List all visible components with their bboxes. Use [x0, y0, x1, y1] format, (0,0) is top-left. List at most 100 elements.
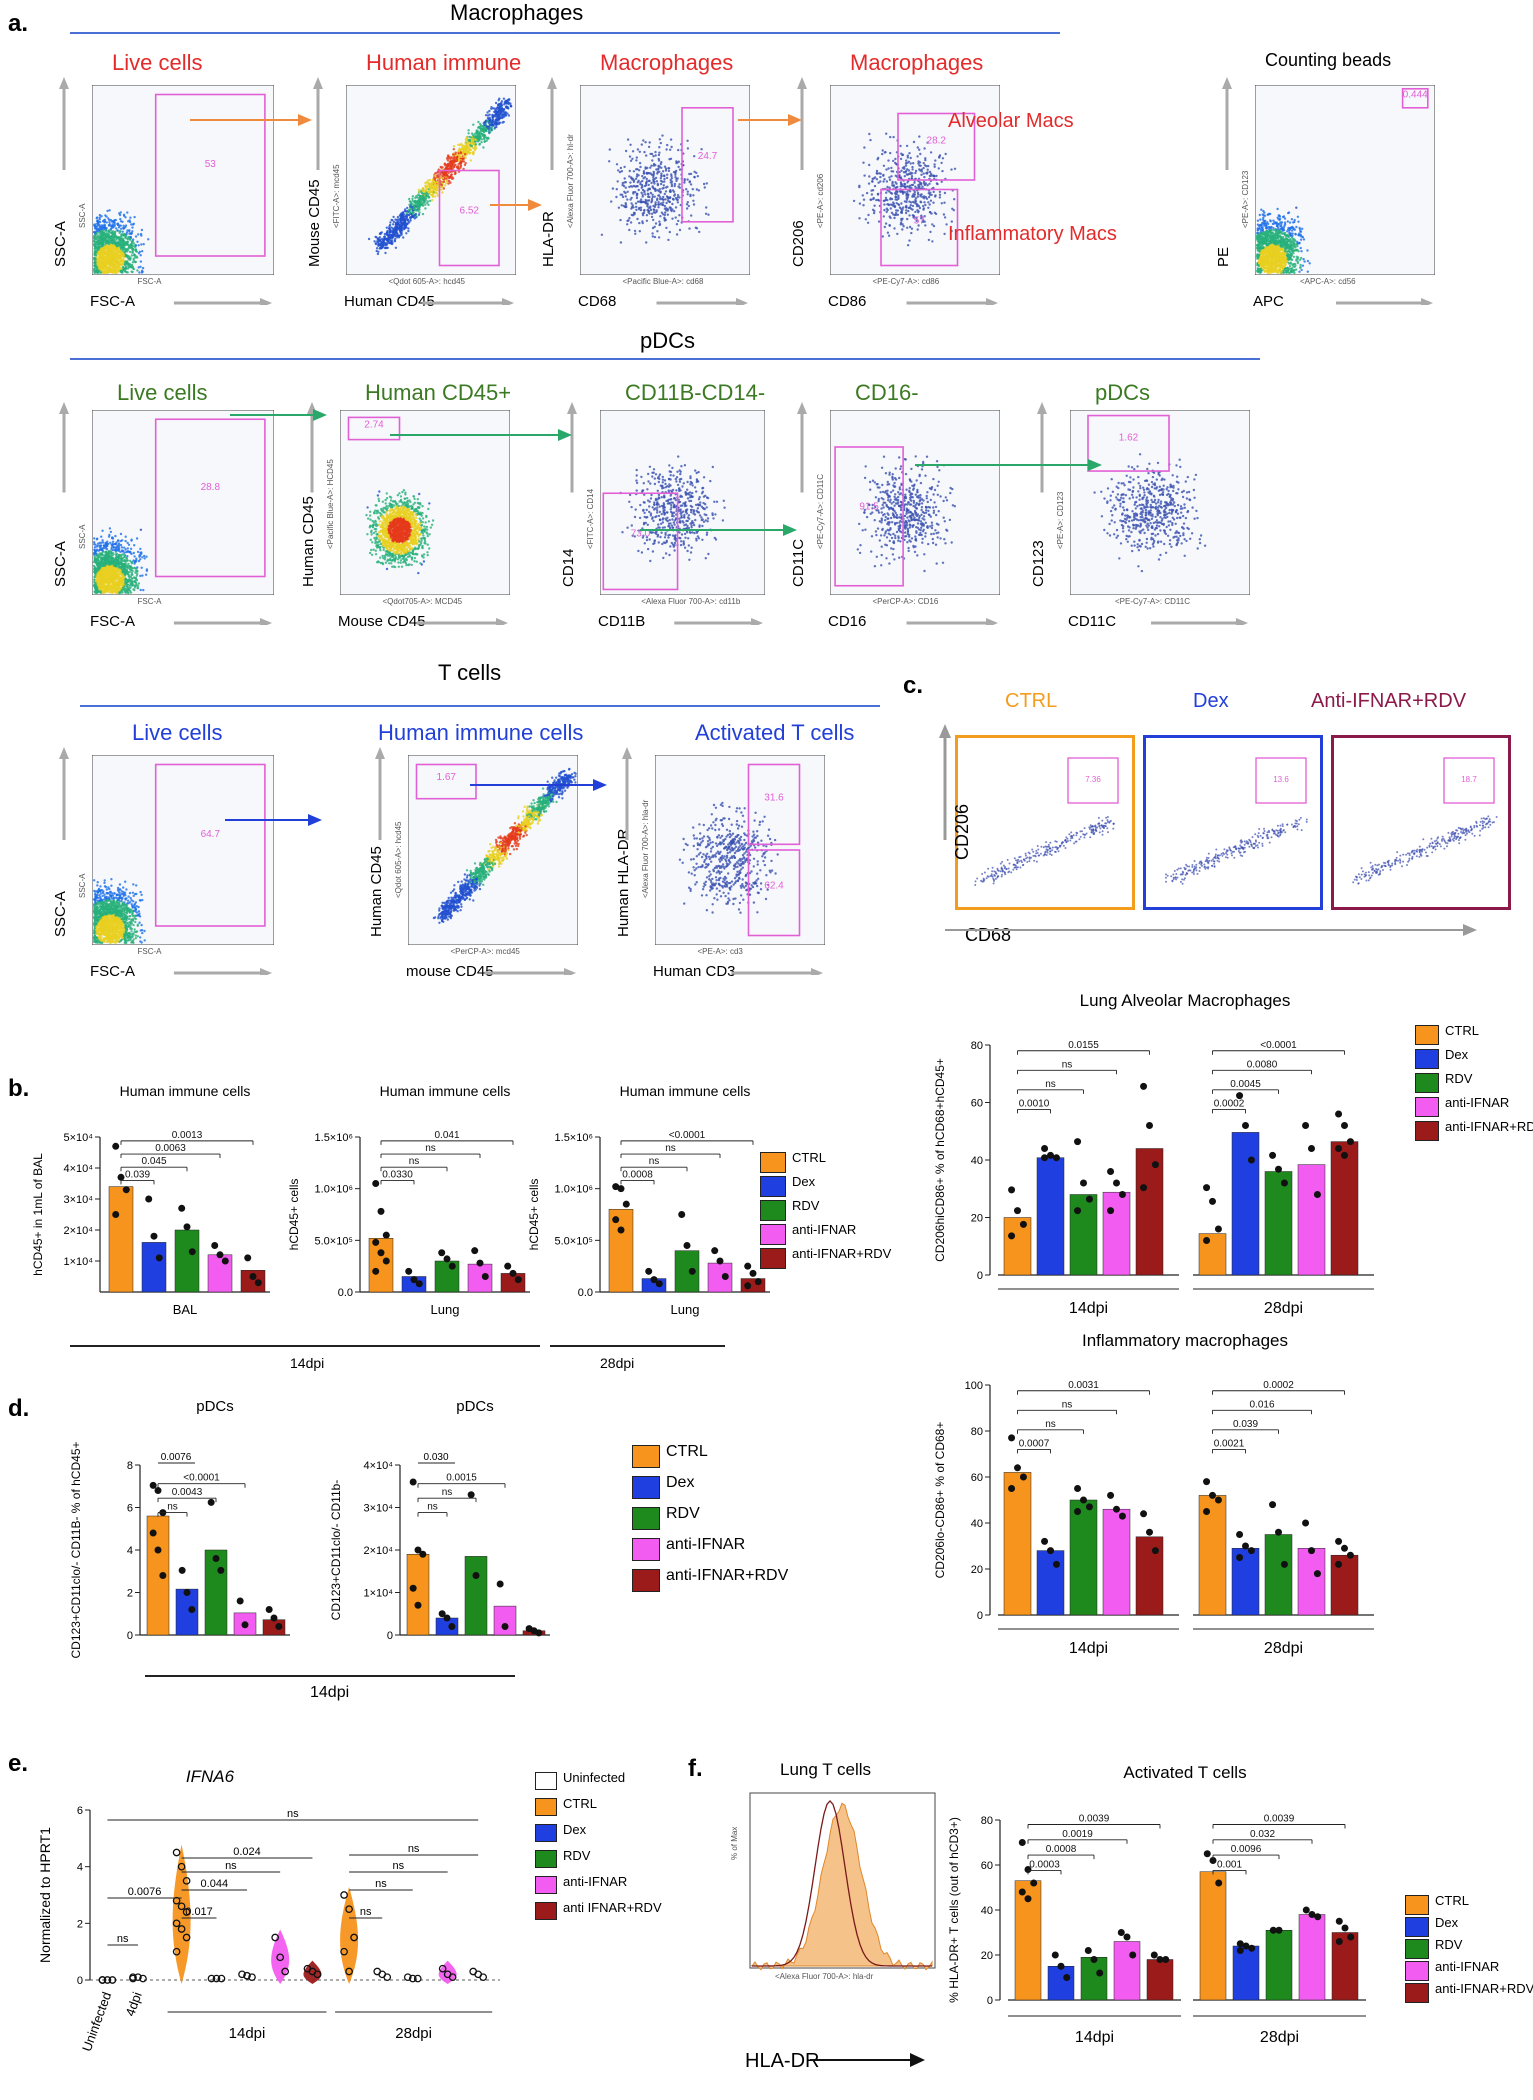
event-dot: [114, 218, 117, 222]
event-dot: [113, 231, 116, 234]
event-dot: [943, 232, 946, 236]
event-dot: [466, 150, 469, 154]
event-dot: [106, 232, 109, 235]
event-dot: [676, 194, 680, 197]
event-dot: [418, 201, 422, 204]
event-dot: [108, 264, 111, 268]
event-dot: [440, 183, 443, 187]
event-dot: [446, 159, 450, 162]
event-dot: [436, 181, 439, 184]
event-dot: [913, 181, 916, 184]
x-arrow-head: [260, 298, 272, 305]
event-dot: [919, 195, 922, 198]
event-dot: [96, 234, 100, 237]
event-dot: [654, 189, 657, 193]
event-dot: [918, 135, 921, 138]
event-dot: [663, 177, 666, 181]
event-dot: [418, 198, 422, 202]
event-dot: [475, 131, 478, 134]
event-dot: [622, 184, 626, 188]
event-dot: [655, 180, 659, 183]
event-dot: [945, 223, 948, 226]
event-dot: [407, 229, 410, 233]
event-dot: [104, 228, 107, 232]
event-dot: [463, 153, 467, 156]
event-dot: [700, 148, 703, 151]
event-dot: [888, 224, 891, 227]
event-dot: [653, 235, 657, 239]
event-dot: [670, 183, 674, 186]
event-dot: [388, 237, 392, 240]
event-dot: [906, 168, 909, 171]
event-dot: [933, 163, 936, 166]
event-dot: [377, 237, 380, 241]
event-dot: [920, 173, 923, 176]
event-dot: [688, 180, 692, 183]
event-dot: [431, 191, 434, 194]
event-dot: [477, 136, 480, 139]
event-dot: [634, 232, 637, 235]
event-dot: [862, 161, 865, 164]
event-dot: [913, 201, 916, 204]
event-dot: [455, 156, 458, 159]
event-dot: [481, 127, 484, 130]
event-dot: [451, 159, 455, 162]
event-dot: [433, 177, 436, 181]
event-dot: [93, 264, 96, 268]
event-dot: [652, 170, 655, 174]
event-dot: [384, 246, 388, 250]
event-dot: [406, 206, 409, 210]
event-dot: [677, 165, 680, 169]
event-dot: [650, 212, 654, 215]
event-dot: [663, 192, 666, 196]
event-dot: [659, 215, 662, 218]
event-dot: [474, 143, 478, 146]
event-dot: [923, 220, 926, 223]
event-dot: [877, 220, 881, 223]
event-dot: [887, 159, 890, 162]
event-dot: [490, 127, 493, 130]
event-dot: [445, 182, 448, 185]
flow-canvas: 6.52: [345, 84, 517, 276]
event-dot: [634, 202, 638, 205]
event-dot: [643, 191, 646, 194]
event-dot: [117, 246, 121, 250]
event-dot: [459, 164, 463, 167]
event-dot: [637, 174, 640, 177]
event-dot: [140, 243, 143, 246]
event-dot: [673, 194, 676, 197]
event-dot: [409, 216, 413, 219]
event-dot: [910, 231, 913, 235]
event-dot: [1256, 223, 1260, 226]
event-dot: [439, 175, 443, 178]
event-dot: [111, 230, 115, 233]
event-dot: [894, 157, 897, 161]
gate: [438, 169, 500, 267]
event-dot: [417, 188, 420, 191]
event-dot: [677, 160, 680, 163]
event-dot: [883, 208, 886, 212]
event-dot: [659, 162, 662, 166]
event-dot: [631, 150, 635, 153]
event-dot: [686, 147, 690, 150]
event-dot: [105, 260, 108, 264]
event-dot: [611, 187, 615, 190]
event-dot: [472, 135, 476, 138]
event-dot: [118, 212, 121, 215]
event-dot: [656, 168, 660, 171]
event-dot: [898, 171, 901, 174]
event-dot: [908, 225, 912, 229]
event-dot: [426, 181, 429, 185]
event-dot: [922, 204, 925, 208]
event-dot: [895, 192, 898, 196]
event-dot: [387, 240, 390, 243]
event-dot: [650, 164, 653, 167]
event-dot: [441, 166, 444, 169]
event-dot: [110, 270, 113, 274]
event-dot: [468, 135, 472, 139]
event-dot: [385, 226, 388, 229]
event-dot: [917, 224, 920, 227]
event-dot: [94, 223, 97, 226]
event-dot: [869, 138, 872, 142]
event-dot: [656, 182, 659, 186]
